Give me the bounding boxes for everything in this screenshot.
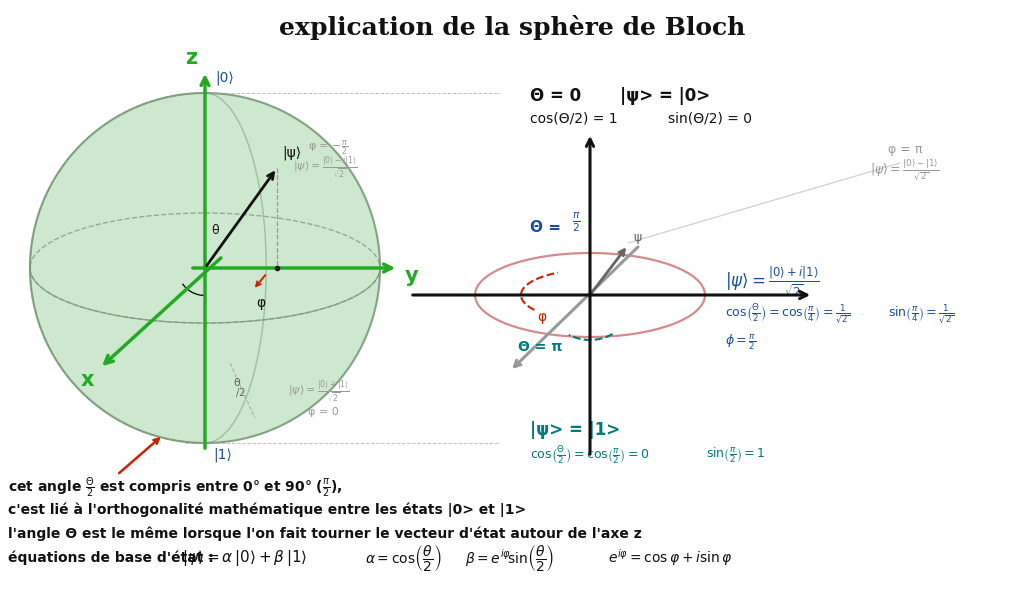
Text: |1⟩: |1⟩ (213, 447, 231, 461)
Text: explication de la sphère de Bloch: explication de la sphère de Bloch (279, 14, 745, 39)
Text: φ = π: φ = π (888, 143, 923, 156)
Ellipse shape (30, 93, 380, 443)
Text: $|\psi\rangle = \alpha\,|0\rangle + \beta\,|1\rangle$: $|\psi\rangle = \alpha\,|0\rangle + \bet… (182, 548, 307, 568)
Text: |ψ⟩: |ψ⟩ (282, 146, 301, 160)
Text: $\cos\!\left(\frac{\Theta}{2}\right)=\cos\!\left(\frac{\pi}{4}\right)=\frac{1}{\: $\cos\!\left(\frac{\Theta}{2}\right)=\co… (725, 302, 850, 325)
Text: |ψ> = |0>: |ψ> = |0> (620, 87, 711, 105)
Text: $|\psi\rangle=\frac{|0\rangle-i|1\rangle}{\sqrt{2}}$: $|\psi\rangle=\frac{|0\rangle-i|1\rangle… (293, 155, 357, 181)
Text: $\cos\!\left(\frac{\Theta}{2}\right)=\cos\!\left(\frac{\pi}{2}\right)=0$: $\cos\!\left(\frac{\Theta}{2}\right)=\co… (530, 444, 649, 466)
Text: $|\psi\rangle=\frac{|0\rangle+|1\rangle}{\sqrt{2}}$: $|\psi\rangle=\frac{|0\rangle+|1\rangle}… (288, 378, 350, 405)
Text: $\sin\!\left(\frac{\pi}{2}\right)=1$: $\sin\!\left(\frac{\pi}{2}\right)=1$ (706, 445, 766, 464)
Text: $\beta=e^{i\varphi}\!\sin\!\left(\dfrac{\theta}{2}\right)$: $\beta=e^{i\varphi}\!\sin\!\left(\dfrac{… (465, 543, 554, 573)
Text: l'angle Θ est le même lorsque l'on fait tourner le vecteur d'état autour de l'ax: l'angle Θ est le même lorsque l'on fait … (8, 527, 642, 541)
Text: θ: θ (211, 223, 219, 236)
Text: φ: φ (256, 296, 265, 310)
Text: sin(Θ/2) = 0: sin(Θ/2) = 0 (668, 111, 752, 125)
Text: équations de base d'état :: équations de base d'état : (8, 551, 214, 565)
Text: $\frac{\pi}{2}$: $\frac{\pi}{2}$ (572, 210, 581, 234)
Text: $\phi=\frac{\pi}{2}$: $\phi=\frac{\pi}{2}$ (725, 333, 756, 352)
Text: y: y (406, 266, 419, 286)
Text: z: z (185, 48, 197, 68)
Text: $e^{i\varphi}=\cos\varphi+i\sin\varphi$: $e^{i\varphi}=\cos\varphi+i\sin\varphi$ (608, 547, 732, 568)
Text: Θ = π: Θ = π (518, 340, 562, 354)
Text: Θ =: Θ = (530, 220, 561, 235)
Text: ψ: ψ (634, 230, 642, 244)
Text: $|\psi\rangle=\frac{|0\rangle-|1\rangle}{\sqrt{2}}$: $|\psi\rangle=\frac{|0\rangle-|1\rangle}… (870, 158, 939, 182)
Text: cos(Θ/2) = 1: cos(Θ/2) = 1 (530, 111, 617, 125)
Text: |0⟩: |0⟩ (215, 70, 233, 85)
Text: |ψ> = |1>: |ψ> = |1> (530, 421, 621, 439)
Text: φ = 0: φ = 0 (308, 407, 339, 417)
Text: φ: φ (538, 310, 547, 324)
Text: cet angle $\frac{\Theta}{2}$ est compris entre 0° et 90° ($\frac{\pi}{2}$),: cet angle $\frac{\Theta}{2}$ est compris… (8, 476, 342, 500)
Text: φ = $-\frac{\pi}{2}$: φ = $-\frac{\pi}{2}$ (308, 139, 348, 158)
Text: x: x (80, 370, 94, 390)
Text: $|\psi\rangle=\frac{|0\rangle+i|1\rangle}{\sqrt{2}}$: $|\psi\rangle=\frac{|0\rangle+i|1\rangle… (725, 264, 819, 300)
Text: θ: θ (233, 378, 241, 388)
Text: $\alpha=\cos\!\left(\dfrac{\theta}{2}\right)$: $\alpha=\cos\!\left(\dfrac{\theta}{2}\ri… (365, 543, 441, 573)
Text: c'est lié à l'orthogonalité mathématique entre les états |0> et |1>: c'est lié à l'orthogonalité mathématique… (8, 503, 526, 517)
Text: $\sin\!\left(\frac{\pi}{4}\right)=\frac{1}{\sqrt{2}}$: $\sin\!\left(\frac{\pi}{4}\right)=\frac{… (888, 302, 954, 325)
Text: Θ = 0: Θ = 0 (530, 87, 582, 105)
Text: /2: /2 (237, 388, 246, 398)
